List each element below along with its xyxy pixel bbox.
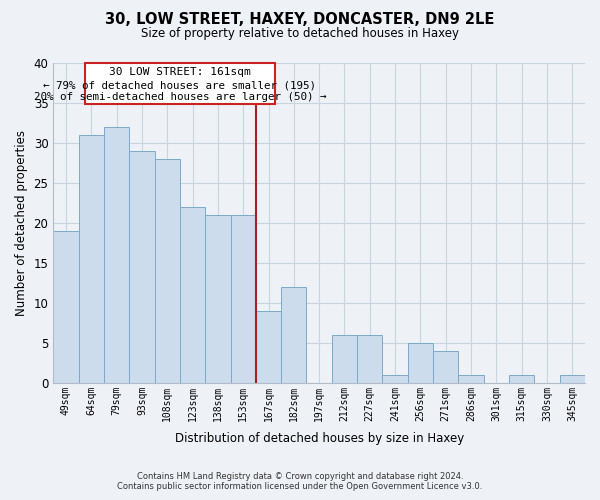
Text: Size of property relative to detached houses in Haxey: Size of property relative to detached ho… bbox=[141, 28, 459, 40]
Text: ← 79% of detached houses are smaller (195): ← 79% of detached houses are smaller (19… bbox=[43, 80, 316, 90]
Bar bbox=[560, 375, 585, 383]
Bar bbox=[205, 214, 230, 383]
Y-axis label: Number of detached properties: Number of detached properties bbox=[15, 130, 28, 316]
Bar bbox=[155, 158, 180, 383]
Text: 20% of semi-detached houses are larger (50) →: 20% of semi-detached houses are larger (… bbox=[34, 92, 326, 102]
Bar bbox=[104, 126, 129, 383]
Bar bbox=[509, 375, 535, 383]
Bar bbox=[230, 214, 256, 383]
Text: Contains HM Land Registry data © Crown copyright and database right 2024.
Contai: Contains HM Land Registry data © Crown c… bbox=[118, 472, 482, 491]
Bar bbox=[53, 230, 79, 383]
Bar bbox=[129, 150, 155, 383]
Bar bbox=[281, 287, 307, 383]
FancyBboxPatch shape bbox=[85, 62, 275, 104]
Bar bbox=[458, 375, 484, 383]
Bar bbox=[256, 311, 281, 383]
Bar bbox=[357, 335, 382, 383]
Bar bbox=[382, 375, 408, 383]
Bar bbox=[180, 206, 205, 383]
Bar bbox=[79, 134, 104, 383]
Text: 30 LOW STREET: 161sqm: 30 LOW STREET: 161sqm bbox=[109, 68, 251, 78]
Bar bbox=[408, 343, 433, 383]
Bar bbox=[433, 351, 458, 383]
Text: 30, LOW STREET, HAXEY, DONCASTER, DN9 2LE: 30, LOW STREET, HAXEY, DONCASTER, DN9 2L… bbox=[106, 12, 494, 28]
X-axis label: Distribution of detached houses by size in Haxey: Distribution of detached houses by size … bbox=[175, 432, 464, 445]
Bar bbox=[332, 335, 357, 383]
